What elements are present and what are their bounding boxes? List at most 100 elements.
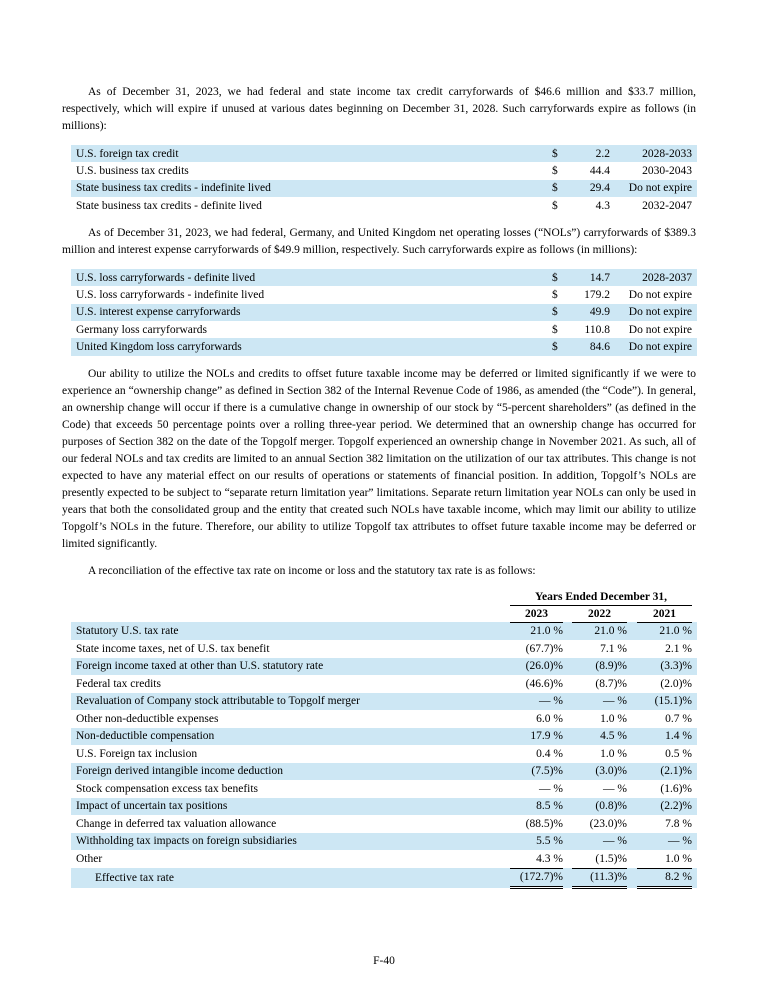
row-label: Effective tax rate — [95, 871, 174, 884]
dollar-sign: $ — [552, 289, 558, 302]
column-gap — [627, 780, 637, 798]
year-2023-header: 2023 — [510, 605, 563, 623]
value-2021: (1.6)% — [660, 782, 692, 795]
column-gap — [627, 658, 637, 676]
value-2023: (67.7)% — [525, 642, 563, 655]
table-row: Change in deferred tax valuation allowan… — [71, 815, 697, 833]
header-spacer — [71, 590, 510, 606]
value-2023: 6.0 % — [536, 712, 563, 725]
dollar-sign: $ — [552, 271, 558, 284]
amount-value: 44.4 — [589, 164, 610, 177]
table-row: United Kingdom loss carryforwards $ 84.6… — [71, 338, 697, 356]
value-2021: (2.2)% — [660, 800, 692, 813]
value-2022: — % — [603, 695, 627, 708]
year-columns-row: 2023 2022 2021 — [71, 605, 697, 623]
value-2021: 2.1 % — [665, 642, 692, 655]
value-2022: (8.9)% — [595, 660, 627, 673]
value-2023: (26.0)% — [525, 660, 563, 673]
table-row: U.S. business tax credits $ 44.4 2030-20… — [71, 162, 697, 179]
row-label: Stock compensation excess tax benefits — [76, 782, 259, 795]
table-row: Non-deductible compensation 17.9 % 4.5 %… — [71, 727, 697, 746]
tax-credit-table-body: U.S. foreign tax credit $ 2.2 2028-2033 … — [71, 145, 697, 214]
dollar-sign: $ — [552, 164, 558, 177]
value-2021: — % — [668, 835, 692, 848]
row-label: Change in deferred tax valuation allowan… — [76, 817, 277, 830]
row-label: Non-deductible compensation — [76, 730, 215, 743]
table-row: Withholding tax impacts on foreign subsi… — [71, 832, 697, 851]
amount-value: 4.3 — [595, 199, 610, 212]
expiry-value: Do not expire — [628, 182, 692, 195]
amount-value: 29.4 — [589, 182, 610, 195]
row-right-pad — [692, 780, 697, 798]
row-right-pad — [692, 675, 697, 693]
column-gap — [627, 728, 637, 746]
value-2022: (1.5)% — [572, 850, 627, 869]
row-right-pad — [692, 815, 697, 833]
value-2022: 1.0 % — [600, 747, 627, 760]
paragraph-nol-carryforwards: As of December 31, 2023, we had federal,… — [62, 227, 696, 257]
column-gap — [563, 780, 572, 798]
value-2021: 0.7 % — [665, 712, 692, 725]
row-label: U.S. loss carryforwards - indefinite liv… — [76, 289, 265, 302]
amount-value: 2.2 — [595, 147, 610, 160]
value-2021: (3.3)% — [660, 660, 692, 673]
paragraph-ownership-change: Our ability to utilize the NOLs and cred… — [62, 367, 696, 550]
value-2021: 1.4 % — [665, 730, 692, 743]
value-2022: — % — [603, 782, 627, 795]
row-label: Germany loss carryforwards — [76, 323, 207, 336]
row-right-pad — [692, 321, 697, 338]
amount-value: 49.9 — [589, 306, 610, 319]
rate-table-header: Years Ended December 31, 2023 2022 2021 — [71, 589, 697, 623]
value-2021: (15.1)% — [654, 695, 692, 708]
expiry-value: Do not expire — [628, 306, 692, 319]
value-2022: (3.0)% — [595, 765, 627, 778]
row-right-pad — [692, 868, 697, 888]
table-row: State income taxes, net of U.S. tax bene… — [71, 640, 697, 658]
row-label: Other — [76, 853, 103, 866]
row-right-pad — [692, 658, 697, 676]
expiry-value: Do not expire — [628, 289, 692, 302]
row-right-pad — [692, 850, 697, 868]
value-2022: 4.5 % — [600, 730, 627, 743]
column-gap — [563, 622, 572, 640]
table-row: U.S. loss carryforwards - definite lived… — [71, 269, 697, 287]
column-gap — [563, 798, 572, 816]
column-gap — [627, 850, 637, 868]
nol-table-body: U.S. loss carryforwards - definite lived… — [71, 269, 697, 356]
dollar-sign: $ — [552, 199, 558, 212]
column-gap — [627, 693, 637, 711]
page-content: As of December 31, 2023, we had federal … — [62, 84, 697, 890]
table-row: Stock compensation excess tax benefits —… — [71, 780, 697, 798]
column-gap — [563, 850, 572, 868]
header-right-pad — [692, 590, 697, 606]
value-2022: 7.1 % — [600, 642, 627, 655]
column-gap — [563, 675, 572, 693]
row-right-pad — [692, 833, 697, 851]
value-2021: 1.0 % — [637, 850, 692, 869]
column-gap — [563, 693, 572, 711]
value-2023: 21.0 % — [530, 625, 563, 638]
column-gap — [627, 815, 637, 833]
value-2022: 1.0 % — [600, 712, 627, 725]
value-2023: (88.5)% — [525, 817, 563, 830]
expiry-value: 2028-2037 — [642, 271, 692, 284]
column-gap — [627, 675, 637, 693]
table-row: Germany loss carryforwards $ 110.8 Do no… — [71, 321, 697, 338]
dollar-sign: $ — [552, 182, 558, 195]
column-gap — [563, 745, 572, 763]
value-2021: 21.0 % — [659, 625, 692, 638]
column-gap — [627, 833, 637, 851]
value-2022: (8.7)% — [595, 677, 627, 690]
table-row: Foreign income taxed at other than U.S. … — [71, 657, 697, 676]
column-gap — [627, 640, 637, 658]
dollar-sign: $ — [552, 341, 558, 354]
row-label: U.S. Foreign tax inclusion — [76, 747, 198, 760]
table-row: Impact of uncertain tax positions 8.5 % … — [71, 797, 697, 816]
row-label: Foreign income taxed at other than U.S. … — [76, 660, 324, 673]
tax-credit-carryforwards-table: U.S. foreign tax credit $ 2.2 2028-2033 … — [71, 145, 697, 214]
row-right-pad — [692, 269, 697, 286]
row-label: Statutory U.S. tax rate — [76, 625, 179, 638]
row-right-pad — [692, 728, 697, 746]
column-gap — [563, 833, 572, 851]
paragraph-credit-carryforwards: As of December 31, 2023, we had federal … — [62, 86, 696, 132]
